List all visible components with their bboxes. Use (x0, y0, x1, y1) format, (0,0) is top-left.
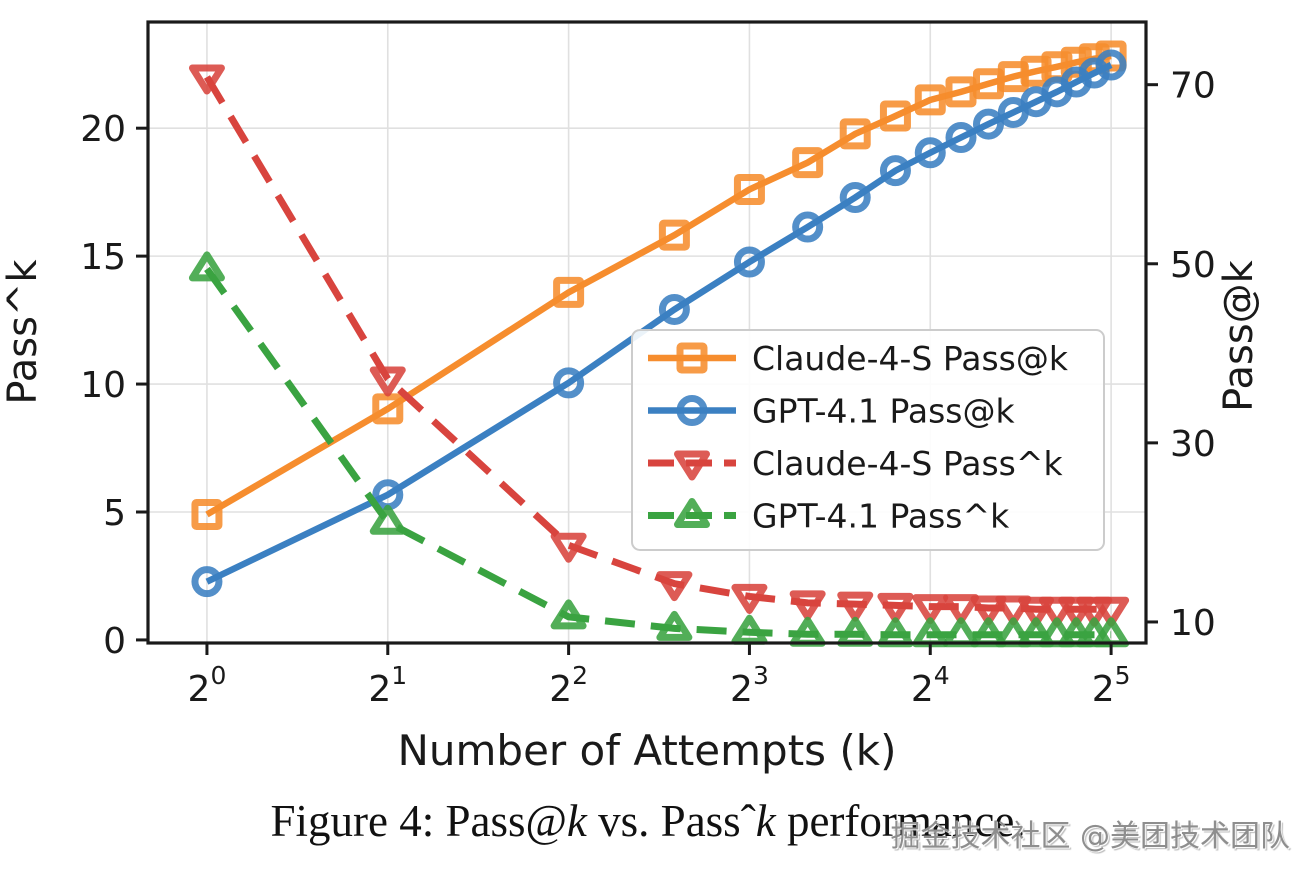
legend-item-gpt-4-1-pass-hat-k: GPT-4.1 Pass^k (648, 497, 1010, 536)
right-tick-label: 70 (1170, 66, 1216, 107)
left-tick-label: 20 (80, 109, 126, 150)
legend-label: Claude-4-S Pass^k (752, 444, 1064, 483)
x-tick-label: 22 (549, 661, 588, 710)
right-tick-label: 30 (1170, 424, 1216, 465)
right-tick-label: 10 (1170, 603, 1216, 644)
caption-math-k: k (566, 796, 587, 846)
caption-row: Figure 4: Pass@k vs. Passˆk performance.… (0, 785, 1296, 875)
series-claude-4-s-pass-at-k (191, 40, 1127, 531)
left-tick-label: 5 (103, 493, 126, 534)
left-tick-label: 15 (80, 237, 126, 278)
caption-text: ˆ (740, 796, 756, 846)
caption-math-k: k (755, 796, 776, 846)
legend-label: Claude-4-S Pass@k (752, 339, 1069, 378)
legend: Claude-4-S Pass@k GPT-4.1 Pass@k Claude-4-… (631, 329, 1105, 551)
right-tick-label: 50 (1170, 245, 1216, 286)
series-claude-4-s-pass-hat-k (188, 64, 1130, 627)
legend-box (631, 329, 1105, 551)
axis-ticks (136, 83, 1158, 655)
watermark: 掘金技术社区 @美团技术团队 (890, 819, 1290, 854)
left-tick-label: 0 (103, 621, 126, 662)
axis-tick-labels: 20 21 22 23 24 25 0 5 10 15 20 10 30 50 70 (80, 66, 1216, 710)
x-tick-label: 21 (368, 661, 407, 710)
pass-at-k-chart: 20 21 22 23 24 25 0 5 10 15 20 10 30 50 70 Pass^k Pass@k… (0, 20, 1262, 775)
caption-text: Figure 4: Pass@ (270, 796, 567, 846)
plot-frame (146, 20, 1148, 645)
x-tick-label: 25 (1092, 661, 1131, 710)
legend-label: GPT-4.1 Pass@k (752, 392, 1016, 431)
legend-item-gpt-4-1-pass-at-k: GPT-4.1 Pass@k (648, 392, 1016, 431)
left-axis-label: Pass^k (0, 259, 46, 405)
caption-text: performance. (775, 796, 1026, 846)
figure-caption: Figure 4: Pass@k vs. Passˆk performance. (0, 795, 1296, 847)
caption-text: vs. Pass (586, 796, 741, 846)
legend-item-claude-4-s-pass-hat-k: Claude-4-S Pass^k (648, 444, 1064, 483)
legend-item-claude-4-s-pass-at-k: Claude-4-S Pass@k (648, 339, 1069, 378)
left-tick-label: 10 (80, 365, 126, 406)
right-axis-label: Pass@k (1216, 259, 1262, 412)
x-tick-label: 23 (730, 661, 769, 710)
x-axis-label: Number of Attempts (k) (397, 726, 896, 775)
legend-label: GPT-4.1 Pass^k (752, 497, 1010, 536)
x-tick-label: 24 (911, 661, 950, 710)
x-tick-label: 20 (188, 661, 227, 710)
